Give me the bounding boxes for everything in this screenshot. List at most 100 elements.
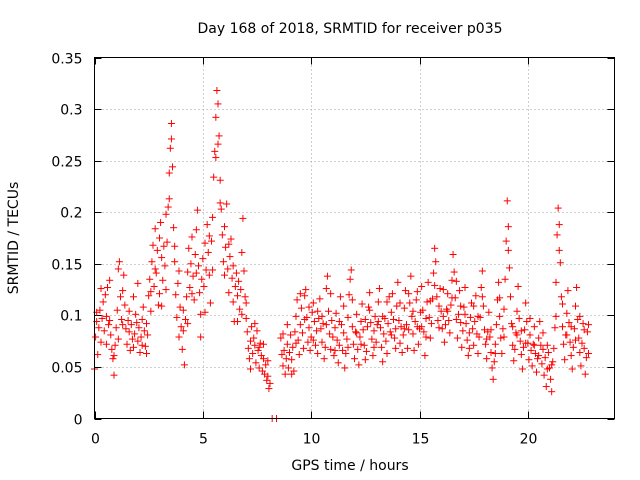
data-point [457, 319, 465, 327]
data-point [355, 361, 363, 369]
data-point [124, 317, 132, 325]
data-point [316, 295, 324, 303]
data-point [94, 351, 102, 359]
data-point [250, 334, 258, 342]
data-point [360, 341, 368, 349]
data-point [357, 340, 365, 348]
data-point [548, 388, 556, 396]
data-point [576, 348, 584, 356]
data-point [379, 312, 387, 320]
data-point [541, 354, 549, 362]
data-point [301, 292, 309, 300]
data-point [331, 324, 339, 332]
data-point [343, 335, 351, 343]
data-point [385, 293, 393, 301]
data-point [304, 338, 312, 346]
data-point [475, 333, 483, 341]
data-point [374, 298, 382, 306]
data-point [517, 327, 525, 335]
data-point [97, 338, 105, 346]
data-point [396, 339, 404, 347]
x-tick-label: 0 [91, 432, 100, 448]
data-point [511, 345, 519, 353]
data-point [414, 340, 422, 348]
data-point [134, 279, 142, 287]
data-point [540, 371, 548, 379]
data-point [439, 312, 447, 320]
data-point [548, 361, 556, 369]
data-point [226, 253, 234, 261]
data-point [203, 221, 211, 229]
data-point [213, 87, 221, 95]
y-tick-label: 0.35 [51, 52, 82, 68]
data-point [163, 238, 171, 246]
data-point [318, 312, 326, 320]
grid-lines [94, 57, 615, 419]
data-point [235, 277, 243, 285]
data-point [339, 346, 347, 354]
data-point [565, 319, 573, 327]
data-point [418, 282, 426, 290]
data-point [331, 346, 339, 354]
data-point [160, 242, 168, 250]
data-point [118, 315, 126, 323]
data-point [204, 248, 212, 256]
axis-ticks: 0 0.05 0.1 0.15 0.2 0.25 0.3 0.35 0 5 10 15 20 [51, 52, 615, 448]
data-point [288, 370, 296, 378]
data-point [317, 325, 325, 333]
data-point [438, 325, 446, 333]
data-point [214, 140, 222, 148]
data-point [156, 234, 163, 242]
data-point [393, 302, 401, 310]
data-point [188, 290, 196, 298]
data-point [225, 240, 233, 248]
data-point [221, 271, 228, 279]
data-point [225, 289, 233, 297]
data-point [356, 333, 364, 341]
data-point [292, 312, 300, 320]
data-point [138, 315, 146, 323]
data-point [148, 258, 156, 266]
data-point [110, 352, 118, 360]
data-point [234, 292, 241, 300]
data-point [458, 343, 466, 351]
data-point [125, 328, 133, 336]
data-point [373, 321, 381, 329]
data-point [359, 326, 367, 334]
data-point [222, 243, 230, 251]
data-point [384, 320, 392, 328]
data-point [422, 333, 430, 341]
data-point [342, 350, 350, 358]
plot-frame [94, 57, 615, 419]
data-point [238, 310, 246, 318]
data-point [491, 340, 499, 348]
data-point [383, 298, 391, 306]
data-point [297, 304, 305, 312]
data-point [514, 282, 522, 290]
data-point [366, 289, 374, 297]
data-point [353, 310, 361, 318]
data-point [403, 321, 410, 329]
data-point [501, 275, 509, 283]
data-point [399, 331, 407, 339]
data-point [201, 239, 209, 247]
data-point [279, 362, 287, 370]
data-point [310, 318, 318, 326]
data-point [421, 352, 429, 360]
data-point [264, 357, 272, 365]
data-point [435, 324, 443, 332]
data-point [260, 340, 267, 348]
data-point [109, 355, 117, 363]
data-point [287, 331, 295, 339]
data-point [123, 340, 131, 348]
data-point [197, 333, 205, 341]
data-point [328, 317, 336, 325]
chart-title: Day 168 of 2018, SRMTID for receiver p03… [197, 21, 502, 37]
data-point [333, 336, 341, 344]
data-point [335, 318, 343, 326]
data-point [578, 339, 586, 347]
data-point [447, 301, 455, 309]
data-point [179, 327, 187, 335]
y-tick-label: 0.15 [51, 258, 82, 274]
data-point [580, 344, 588, 352]
